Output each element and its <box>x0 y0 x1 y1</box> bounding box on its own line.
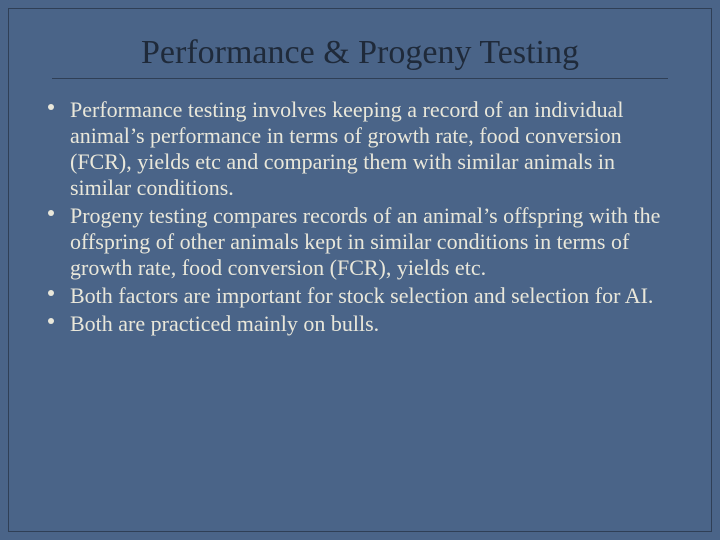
title-underline <box>52 78 668 79</box>
list-item: Both factors are important for stock sel… <box>70 283 674 309</box>
slide-title: Performance & Progeny Testing <box>48 34 672 72</box>
bullet-text: Both factors are important for stock sel… <box>70 283 674 309</box>
bullet-text: Performance testing involves keeping a r… <box>70 97 674 201</box>
bullet-icon <box>48 104 54 110</box>
bullet-icon <box>48 318 54 324</box>
bullet-icon <box>48 210 54 216</box>
bullet-text: Progeny testing compares records of an a… <box>70 203 674 281</box>
list-item: Performance testing involves keeping a r… <box>70 97 674 201</box>
slide: Performance & Progeny Testing Performanc… <box>0 0 720 540</box>
list-item: Both are practiced mainly on bulls. <box>70 311 674 337</box>
list-item: Progeny testing compares records of an a… <box>70 203 674 281</box>
bullet-icon <box>48 290 54 296</box>
bullet-text: Both are practiced mainly on bulls. <box>70 311 674 337</box>
slide-body: Performance testing involves keeping a r… <box>28 97 692 337</box>
